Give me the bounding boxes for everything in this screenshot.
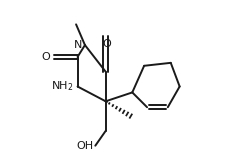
Text: O: O bbox=[103, 39, 112, 49]
Text: N: N bbox=[74, 40, 82, 50]
Text: NH$_2$: NH$_2$ bbox=[51, 80, 74, 93]
Text: OH: OH bbox=[77, 141, 94, 151]
Text: O: O bbox=[41, 52, 50, 62]
